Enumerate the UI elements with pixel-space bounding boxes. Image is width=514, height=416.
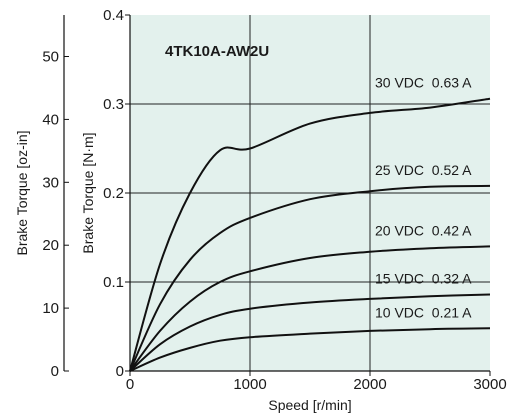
series-labels: 30 VDC 0.63 A 25 VDC 0.52 A 20 VDC 0.42 A 1… — [375, 75, 472, 321]
series-line-2 — [129, 245, 491, 372]
y2-tick-label: 30 — [42, 174, 59, 191]
chart-title: 4TK10A-AW2U — [165, 43, 269, 60]
y2-tick-label: 20 — [42, 237, 59, 254]
y-axis-label-secondary: Brake Torque [oz-in] — [14, 130, 30, 255]
x-tick-label: 0 — [126, 376, 134, 393]
y-tick-label: 0.1 — [103, 274, 124, 291]
tick-labels: 0 1000 2000 3000 0 0.1 0.2 0.3 0.4 0 10 20 30 40 50 — [42, 7, 506, 393]
y-tick-label: 0 — [116, 363, 124, 380]
series-line-4 — [129, 327, 491, 372]
y-tick-label: 0.4 — [103, 7, 124, 24]
y2-tick-label: 0 — [51, 363, 59, 380]
series-line-3 — [129, 293, 491, 372]
y-axis-label: Brake Torque [N·m] — [80, 132, 96, 253]
series-label-4: 10 VDC 0.21 A — [375, 304, 472, 320]
y-tick-label: 0.2 — [103, 185, 124, 202]
series-label-3: 15 VDC 0.32 A — [375, 270, 472, 286]
y2-tick-label: 10 — [42, 300, 59, 317]
x-axis-label: Speed [r/min] — [268, 397, 351, 413]
x-tick-label: 1000 — [233, 376, 266, 393]
axes — [63, 14, 491, 376]
series-curves — [129, 97, 491, 372]
y2-tick-label: 50 — [42, 49, 59, 66]
x-tick-label: 3000 — [473, 376, 506, 393]
series-label-1: 25 VDC 0.52 A — [375, 162, 472, 178]
x-tick-label: 2000 — [353, 376, 386, 393]
series-line-1 — [129, 184, 491, 372]
series-label-2: 20 VDC 0.42 A — [375, 222, 472, 238]
series-label-0: 30 VDC 0.63 A — [375, 75, 472, 91]
series-line-0 — [129, 97, 491, 372]
y2-tick-label: 40 — [42, 111, 59, 128]
y-tick-label: 0.3 — [103, 96, 124, 113]
